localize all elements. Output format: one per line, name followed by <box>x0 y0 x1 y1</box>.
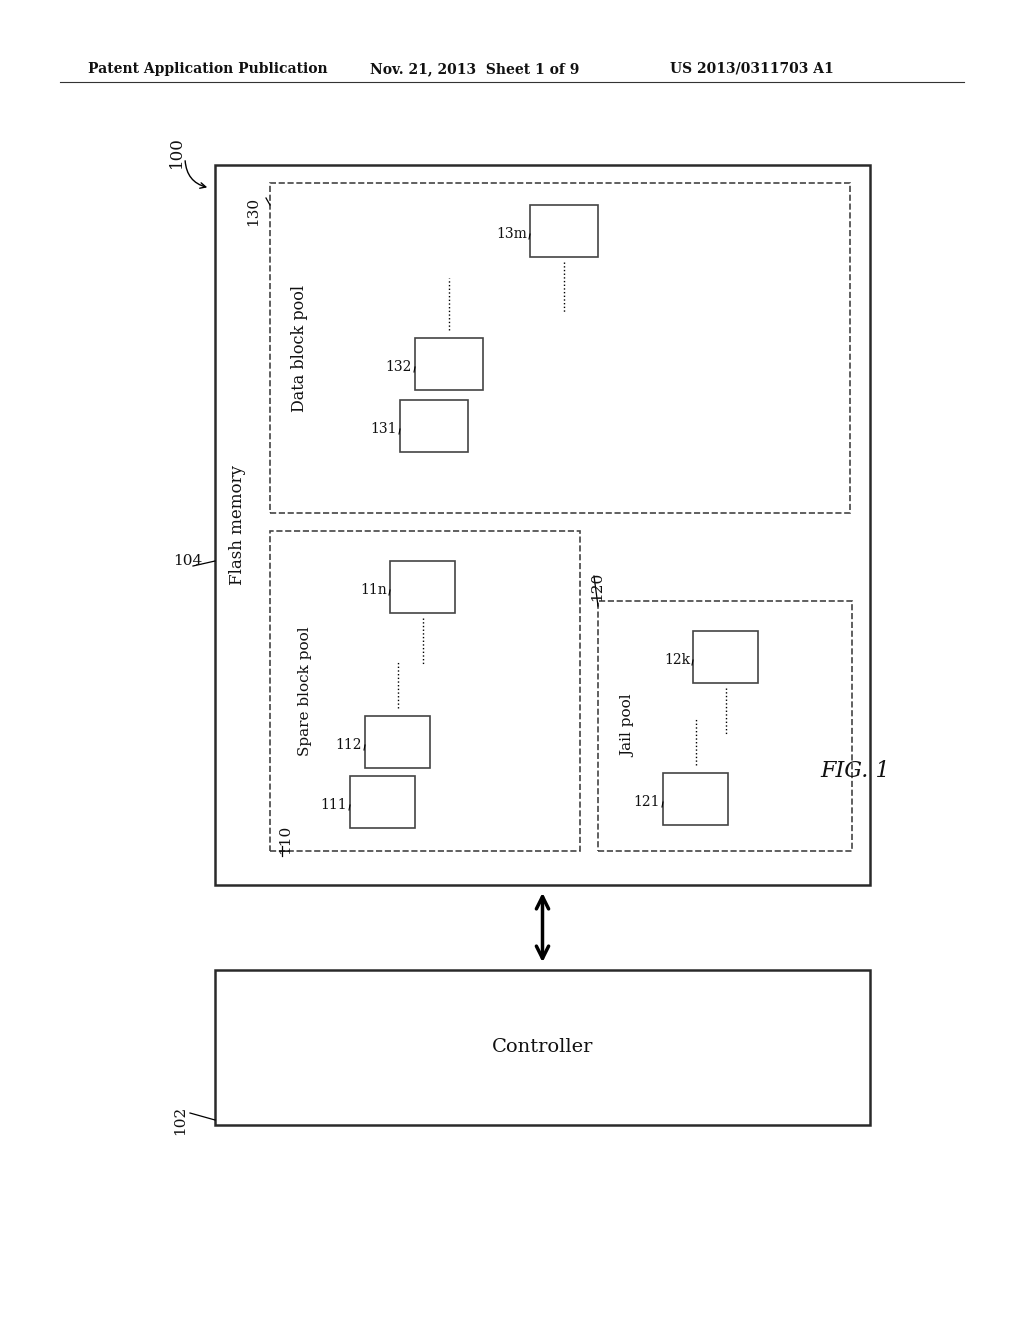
Text: Jail pool: Jail pool <box>621 694 635 758</box>
Text: 131: 131 <box>371 422 397 436</box>
Text: 102: 102 <box>173 1105 187 1135</box>
Text: 132: 132 <box>386 360 412 374</box>
Text: 110: 110 <box>278 825 292 854</box>
Text: Patent Application Publication: Patent Application Publication <box>88 62 328 77</box>
Bar <box>270 531 580 851</box>
Text: 130: 130 <box>246 197 260 226</box>
Text: Nov. 21, 2013  Sheet 1 of 9: Nov. 21, 2013 Sheet 1 of 9 <box>370 62 580 77</box>
Text: US 2013/0311703 A1: US 2013/0311703 A1 <box>670 62 834 77</box>
Text: 11n: 11n <box>360 583 387 597</box>
Bar <box>390 561 455 612</box>
Bar <box>400 400 468 451</box>
Bar <box>270 183 850 513</box>
Text: Data block pool: Data block pool <box>292 284 308 412</box>
Text: 13m: 13m <box>496 227 527 242</box>
Bar <box>415 338 483 389</box>
Bar <box>215 165 870 884</box>
Text: 111: 111 <box>321 799 347 812</box>
Bar <box>215 970 870 1125</box>
Bar <box>350 776 415 828</box>
Bar <box>693 631 758 682</box>
Bar <box>663 774 728 825</box>
Text: FIG. 1: FIG. 1 <box>820 760 890 781</box>
Text: 104: 104 <box>173 554 203 568</box>
Bar <box>598 601 852 851</box>
Text: 12k: 12k <box>664 653 690 667</box>
Text: 100: 100 <box>168 136 185 168</box>
Text: Spare block pool: Spare block pool <box>298 626 312 756</box>
Text: 120: 120 <box>590 572 604 601</box>
Text: Controller: Controller <box>492 1039 593 1056</box>
Text: Flash memory: Flash memory <box>228 465 246 585</box>
Text: 121: 121 <box>634 795 660 809</box>
Bar <box>530 205 598 257</box>
Bar <box>365 715 430 768</box>
Text: 112: 112 <box>336 738 362 752</box>
